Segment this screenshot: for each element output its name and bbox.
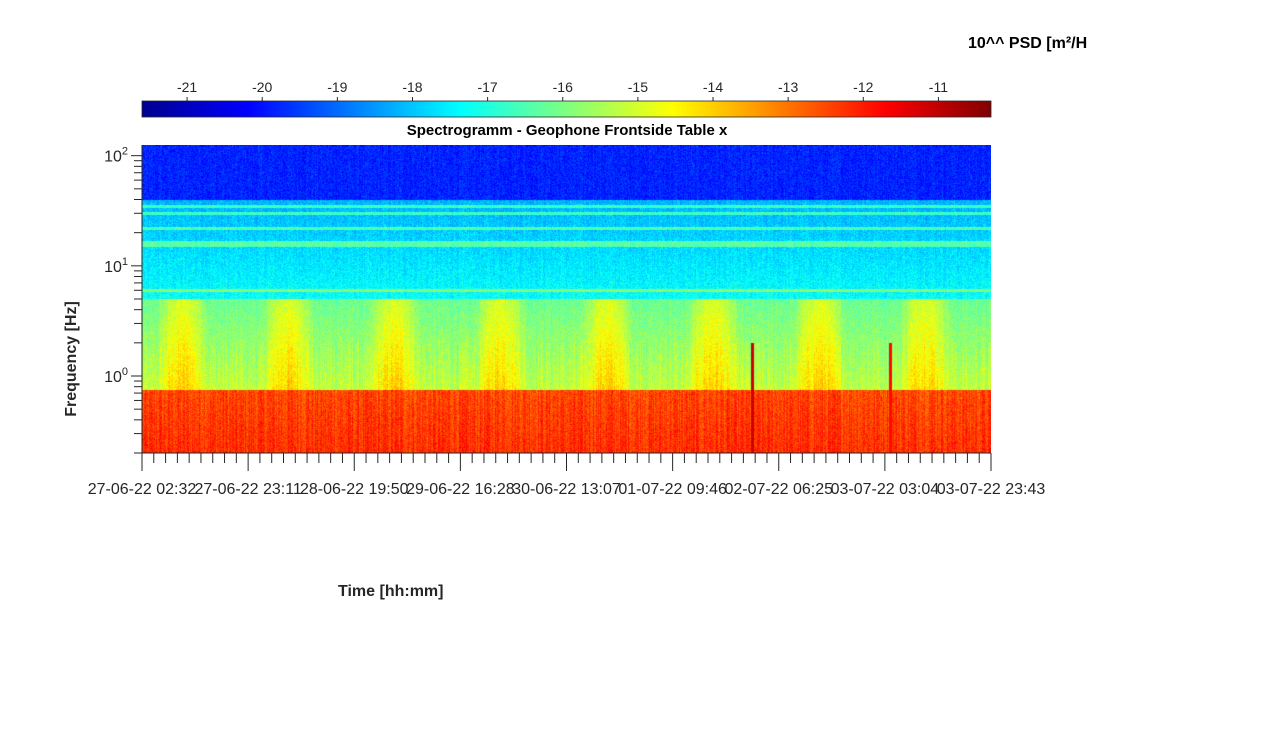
colorbar-tick-label: -13: [778, 79, 798, 95]
colorbar-ticks: -21 -20 -19 -18 -17 -16 -15 -14 -13 -12 -11: [177, 79, 948, 101]
colorbar-tick-label: -12: [853, 79, 873, 95]
spectrogram-heatmap: [142, 145, 991, 453]
colorbar-tick-label: -11: [929, 79, 948, 95]
x-tick-label: 29-06-22 16:28: [406, 481, 515, 498]
x-axis-label: Time [hh:mm]: [338, 583, 444, 600]
colorbar-tick-label: -16: [553, 79, 573, 95]
colorbar-tick-label: -21: [177, 79, 197, 95]
colorbar-tick-label: -15: [628, 79, 648, 95]
x-tick-label: 03-07-22 03:04: [831, 481, 940, 498]
colorbar-label: 10^^ PSD [m²/H: [968, 35, 1088, 52]
y-axis: 100 101 102: [104, 145, 143, 454]
colorbar-tick-label: -19: [327, 79, 347, 95]
spectrogram-area: [142, 145, 991, 453]
y-tick-label: 100: [104, 366, 128, 386]
x-tick-label: 01-07-22 09:46: [618, 481, 727, 498]
y-tick-label: 101: [104, 256, 128, 276]
x-tick-label: 28-06-22 19:50: [300, 481, 409, 498]
colorbar-tick-label: -18: [402, 79, 422, 95]
colorbar-tick-label: -17: [477, 79, 497, 95]
colorbar-tick-label: -14: [703, 79, 723, 95]
y-tick-label: 102: [104, 146, 128, 166]
x-tick-label: 30-06-22 13:07: [512, 481, 621, 498]
chart-title: Spectrogramm - Geophone Frontside Table …: [407, 122, 728, 139]
x-tick-label: 27-06-22 23:11: [194, 481, 301, 498]
x-tick-label: 27-06-22 02:32: [88, 481, 197, 498]
colorbar-tick-label: -20: [252, 79, 272, 95]
y-axis-label: Frequency [Hz]: [63, 301, 80, 417]
x-tick-label: 03-07-22 23:43: [937, 481, 1046, 498]
x-tick-label: 02-07-22 06:25: [724, 481, 833, 498]
colorbar: [141, 100, 992, 118]
